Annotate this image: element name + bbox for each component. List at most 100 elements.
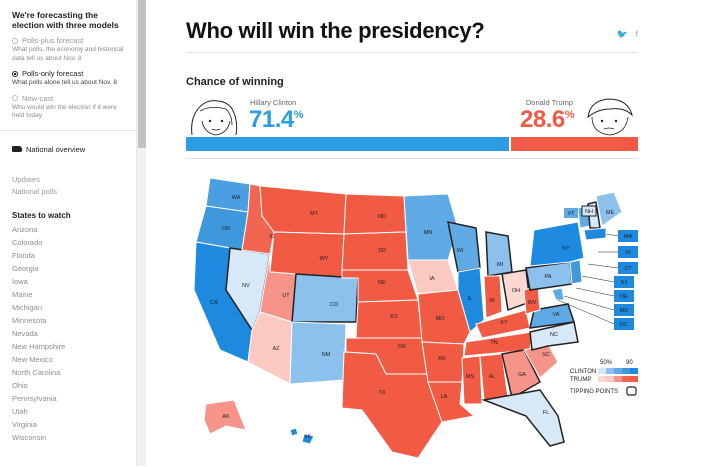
label-mt: MT — [310, 211, 319, 217]
label-ma: MA — [624, 234, 633, 240]
state-link-north-carolina[interactable]: North Carolina — [12, 367, 61, 377]
label-wa: WA — [232, 195, 241, 201]
state-link-arizona[interactable]: Arizona — [12, 224, 38, 234]
model-label[interactable]: Now-cast — [22, 93, 54, 103]
facebook-icon[interactable]: f — [635, 29, 638, 39]
state-link-new-hampshire[interactable]: New Hampshire — [12, 341, 66, 351]
label-sc: SC — [542, 352, 550, 358]
sidebar-title: We're forecasting the election with thre… — [12, 10, 119, 30]
radio-polls-only[interactable] — [12, 70, 18, 77]
clinton-name: Hillary Clinton — [250, 98, 297, 107]
sidebar-scrollbar-thumb[interactable] — [138, 0, 146, 148]
state-fl[interactable] — [481, 389, 565, 447]
twitter-icon[interactable]: 🐦 — [616, 29, 628, 39]
radio-now-cast[interactable] — [12, 95, 18, 101]
state-la[interactable] — [427, 381, 476, 423]
legend-clinton-swatch-3 — [614, 368, 622, 374]
state-wi[interactable] — [447, 221, 481, 273]
chance-of-winning-heading: Chance of winning — [186, 76, 284, 88]
model-now-cast[interactable]: Now-cast Who would win the election if i… — [12, 94, 136, 121]
model-description: What polls alone tell us about Nov. 8 — [12, 79, 118, 86]
state-link-utah[interactable]: Utah — [12, 406, 28, 416]
label-wi: WI — [457, 248, 464, 254]
state-link-florida[interactable]: Florida — [12, 250, 35, 260]
win-probability-bar — [186, 137, 638, 151]
state-link-maine[interactable]: Maine — [12, 289, 33, 299]
box-ri[interactable] — [618, 246, 638, 258]
box-ma[interactable] — [618, 230, 638, 242]
state-link-virginia[interactable]: Virginia — [12, 419, 37, 429]
state-me[interactable] — [595, 191, 623, 227]
state-nm[interactable] — [289, 321, 347, 385]
state-ks[interactable] — [355, 299, 423, 339]
national-polls-link[interactable]: National polls — [12, 186, 58, 196]
box-ct[interactable] — [618, 262, 638, 274]
state-nj[interactable] — [569, 259, 583, 285]
box-nh[interactable] — [581, 205, 597, 217]
state-in[interactable] — [483, 275, 503, 319]
sidebar-scrollbar[interactable] — [136, 0, 146, 466]
label-mn: MN — [424, 230, 433, 236]
state-mt[interactable] — [259, 185, 347, 235]
label-ak: AK — [222, 414, 230, 420]
radio-polls-plus[interactable] — [12, 37, 18, 44]
bar-divider — [186, 158, 638, 159]
label-in: IN — [489, 298, 495, 304]
updates-link[interactable]: Updates — [12, 174, 40, 184]
label-va: VA — [553, 312, 560, 318]
state-ny[interactable] — [529, 221, 585, 267]
box-md[interactable] — [614, 304, 634, 316]
state-ga[interactable] — [501, 349, 541, 400]
state-link-ohio[interactable]: Ohio — [12, 380, 28, 390]
state-hi[interactable] — [289, 427, 315, 445]
label-ca: CA — [210, 300, 218, 306]
state-ak[interactable] — [203, 399, 247, 435]
clinton-percentage: 71.4% — [249, 106, 304, 133]
model-label[interactable]: Polls-plus forecast — [22, 36, 84, 45]
state-link-wisconsin[interactable]: Wisconsin — [12, 432, 47, 442]
box-de[interactable] — [614, 290, 634, 302]
state-link-new-mexico[interactable]: New Mexico — [12, 354, 53, 364]
sidebar-links: Updates National polls — [12, 174, 136, 198]
label-hi: HI — [305, 434, 311, 440]
label-ny: NY — [562, 246, 570, 252]
label-nc: NC — [550, 332, 558, 338]
state-wy[interactable] — [269, 231, 345, 279]
states-list: Arizona Colorado Florida Georgia Iowa Ma… — [12, 223, 136, 444]
state-link-nevada[interactable]: Nevada — [12, 328, 38, 338]
label-co: CO — [330, 302, 339, 308]
state-ma[interactable] — [583, 227, 607, 241]
state-link-pennsylvania[interactable]: Pennsylvania — [12, 393, 57, 403]
state-va[interactable] — [529, 303, 575, 329]
state-link-colorado[interactable]: Colorado — [12, 237, 43, 247]
sidebar-divider — [0, 129, 136, 131]
state-mo[interactable] — [417, 289, 471, 345]
national-overview-label[interactable]: National overview — [26, 144, 86, 154]
box-vt[interactable] — [564, 208, 578, 218]
state-sd[interactable] — [341, 231, 409, 271]
legend-trump-swatch-3 — [614, 376, 622, 382]
state-nd[interactable] — [343, 193, 407, 235]
label-me: ME — [606, 210, 615, 216]
state-md[interactable] — [551, 287, 565, 301]
state-ar[interactable] — [421, 341, 465, 383]
state-link-georgia[interactable]: Georgia — [12, 263, 39, 273]
label-ct: CT — [624, 266, 632, 272]
state-link-minnesota[interactable]: Minnesota — [12, 315, 47, 325]
model-label[interactable]: Polls-only forecast — [22, 69, 84, 78]
label-oh: OH — [512, 288, 520, 294]
state-mi[interactable] — [485, 231, 513, 277]
state-co[interactable] — [291, 273, 359, 323]
box-nj[interactable] — [614, 276, 634, 288]
box-dc[interactable] — [614, 318, 634, 330]
state-link-michigan[interactable]: Michigan — [12, 302, 43, 312]
state-ms[interactable] — [461, 355, 483, 405]
state-tx[interactable] — [341, 351, 443, 459]
model-polls-only[interactable]: Polls-only forecast What polls alone tel… — [12, 69, 136, 88]
label-wy: WY — [320, 256, 329, 262]
label-id: ID — [269, 234, 275, 240]
state-link-iowa[interactable]: Iowa — [12, 276, 28, 286]
model-polls-plus[interactable]: Polls-plus forecast What polls, the econ… — [12, 36, 136, 63]
national-overview-link[interactable]: National overview — [12, 145, 136, 154]
label-ks: KS — [390, 314, 398, 320]
